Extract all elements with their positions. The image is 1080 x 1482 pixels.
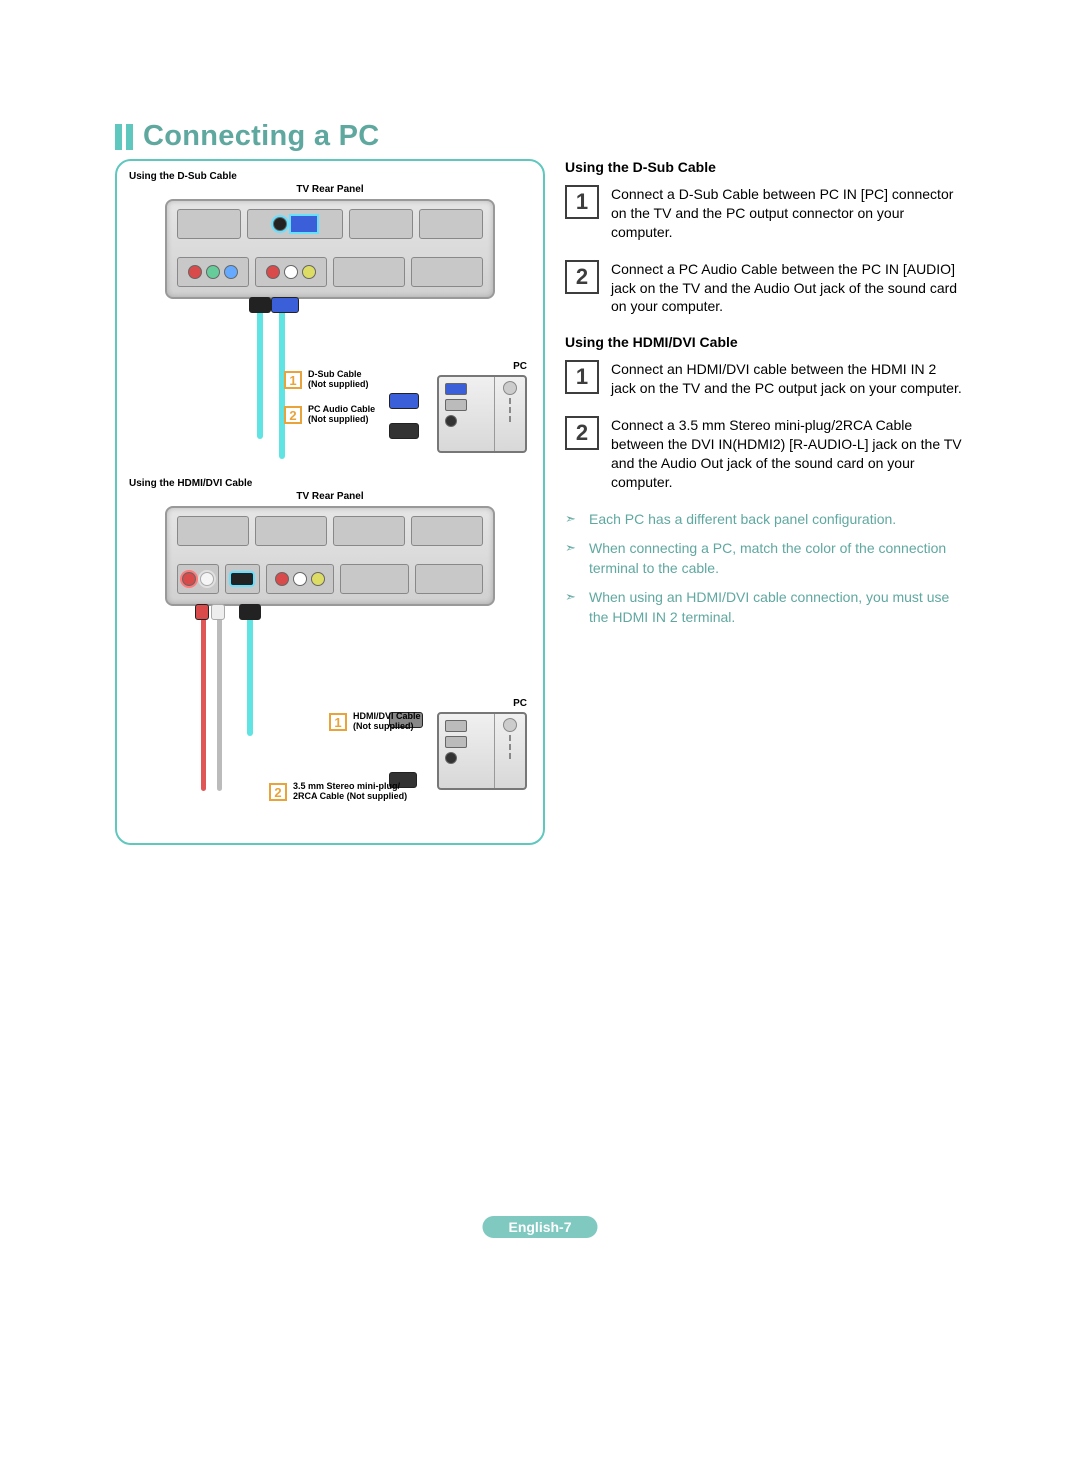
cable-note: 2RCA Cable (Not supplied): [293, 791, 407, 801]
cable-note: (Not supplied): [308, 414, 369, 424]
cable-label: PC Audio Cable (Not supplied): [308, 405, 375, 425]
cable-name: PC Audio Cable: [308, 404, 375, 414]
cable-label: D-Sub Cable (Not supplied): [308, 370, 369, 390]
audio-r-port-icon: [182, 572, 196, 586]
instruction-step: 1 Connect a D-Sub Cable between PC IN [P…: [565, 185, 965, 242]
diagram-hdmi-section: Using the HDMI/DVI Cable TV Rear Panel: [129, 478, 531, 807]
diagram-panel: Using the D-Sub Cable TV Rear Panel: [115, 159, 545, 845]
step-text: Connect a D-Sub Cable between PC IN [PC]…: [611, 185, 965, 242]
page-title-row: Connecting a PC: [115, 120, 970, 153]
note-item: ➣ When connecting a PC, match the color …: [565, 539, 965, 578]
audio-l-port-icon: [200, 572, 214, 586]
tv-rear-panel-illustration: [165, 506, 495, 606]
page-title: Connecting a PC: [143, 120, 380, 153]
pc-vga-port-icon: [291, 216, 317, 232]
diagram-step-number: 1: [329, 713, 347, 731]
diagram-dsub-section: Using the D-Sub Cable TV Rear Panel: [129, 171, 531, 460]
cable-label: 3.5 mm Stereo mini-plug/ 2RCA Cable (Not…: [293, 782, 407, 802]
page-number-pill: English-7: [482, 1216, 597, 1238]
diagram-step-number: 2: [284, 406, 302, 424]
note-bullet-icon: ➣: [565, 510, 579, 530]
diagram-title: Using the D-Sub Cable: [129, 171, 531, 182]
step-text: Connect a PC Audio Cable between the PC …: [611, 260, 965, 317]
notes-list: ➣ Each PC has a different back panel con…: [565, 510, 965, 628]
instructions-column: Using the D-Sub Cable 1 Connect a D-Sub …: [565, 159, 965, 845]
diagram-title: Using the HDMI/DVI Cable: [129, 478, 531, 489]
step-number: 2: [565, 416, 599, 450]
cable-label: HDMI/DVI Cable (Not supplied): [353, 712, 421, 732]
step-text: Connect a 3.5 mm Stereo mini-plug/2RCA C…: [611, 416, 965, 492]
note-bullet-icon: ➣: [565, 588, 579, 627]
section-heading: Using the HDMI/DVI Cable: [565, 334, 965, 350]
note-text: When using an HDMI/DVI cable connection,…: [589, 588, 965, 627]
cable-name: D-Sub Cable: [308, 369, 362, 379]
note-text: Each PC has a different back panel confi…: [589, 510, 896, 530]
instruction-step: 2 Connect a PC Audio Cable between the P…: [565, 260, 965, 317]
diagram-step-number: 2: [269, 783, 287, 801]
cable-name: 3.5 mm Stereo mini-plug/: [293, 781, 400, 791]
instruction-step: 2 Connect a 3.5 mm Stereo mini-plug/2RCA…: [565, 416, 965, 492]
pc-audio-port-icon: [273, 217, 287, 231]
diagram-step-number: 1: [284, 371, 302, 389]
step-number: 1: [565, 185, 599, 219]
step-text: Connect an HDMI/DVI cable between the HD…: [611, 360, 965, 398]
note-text: When connecting a PC, match the color of…: [589, 539, 965, 578]
note-item: ➣ Each PC has a different back panel con…: [565, 510, 965, 530]
cable-note: (Not supplied): [308, 379, 369, 389]
hdmi-port-icon: [231, 573, 253, 585]
tv-rear-panel-label: TV Rear Panel: [129, 491, 531, 502]
pc-illustration: [437, 712, 527, 790]
cable-name: HDMI/DVI Cable: [353, 711, 421, 721]
title-accent-bar: [126, 124, 133, 150]
cable-note: (Not supplied): [353, 721, 414, 731]
tv-rear-panel-label: TV Rear Panel: [129, 184, 531, 195]
pc-label: PC: [513, 361, 527, 372]
step-number: 2: [565, 260, 599, 294]
note-bullet-icon: ➣: [565, 539, 579, 578]
section-heading: Using the D-Sub Cable: [565, 159, 965, 175]
tv-rear-panel-illustration: [165, 199, 495, 299]
pc-label: PC: [513, 698, 527, 709]
title-accent-bar: [115, 124, 122, 150]
instruction-step: 1 Connect an HDMI/DVI cable between the …: [565, 360, 965, 398]
cable-diagram: 1 D-Sub Cable (Not supplied) 2 PC Audio …: [139, 305, 521, 460]
note-item: ➣ When using an HDMI/DVI cable connectio…: [565, 588, 965, 627]
cable-diagram: 1 HDMI/DVI Cable (Not supplied) 2 3.5 mm…: [139, 612, 521, 807]
step-number: 1: [565, 360, 599, 394]
pc-illustration: [437, 375, 527, 453]
